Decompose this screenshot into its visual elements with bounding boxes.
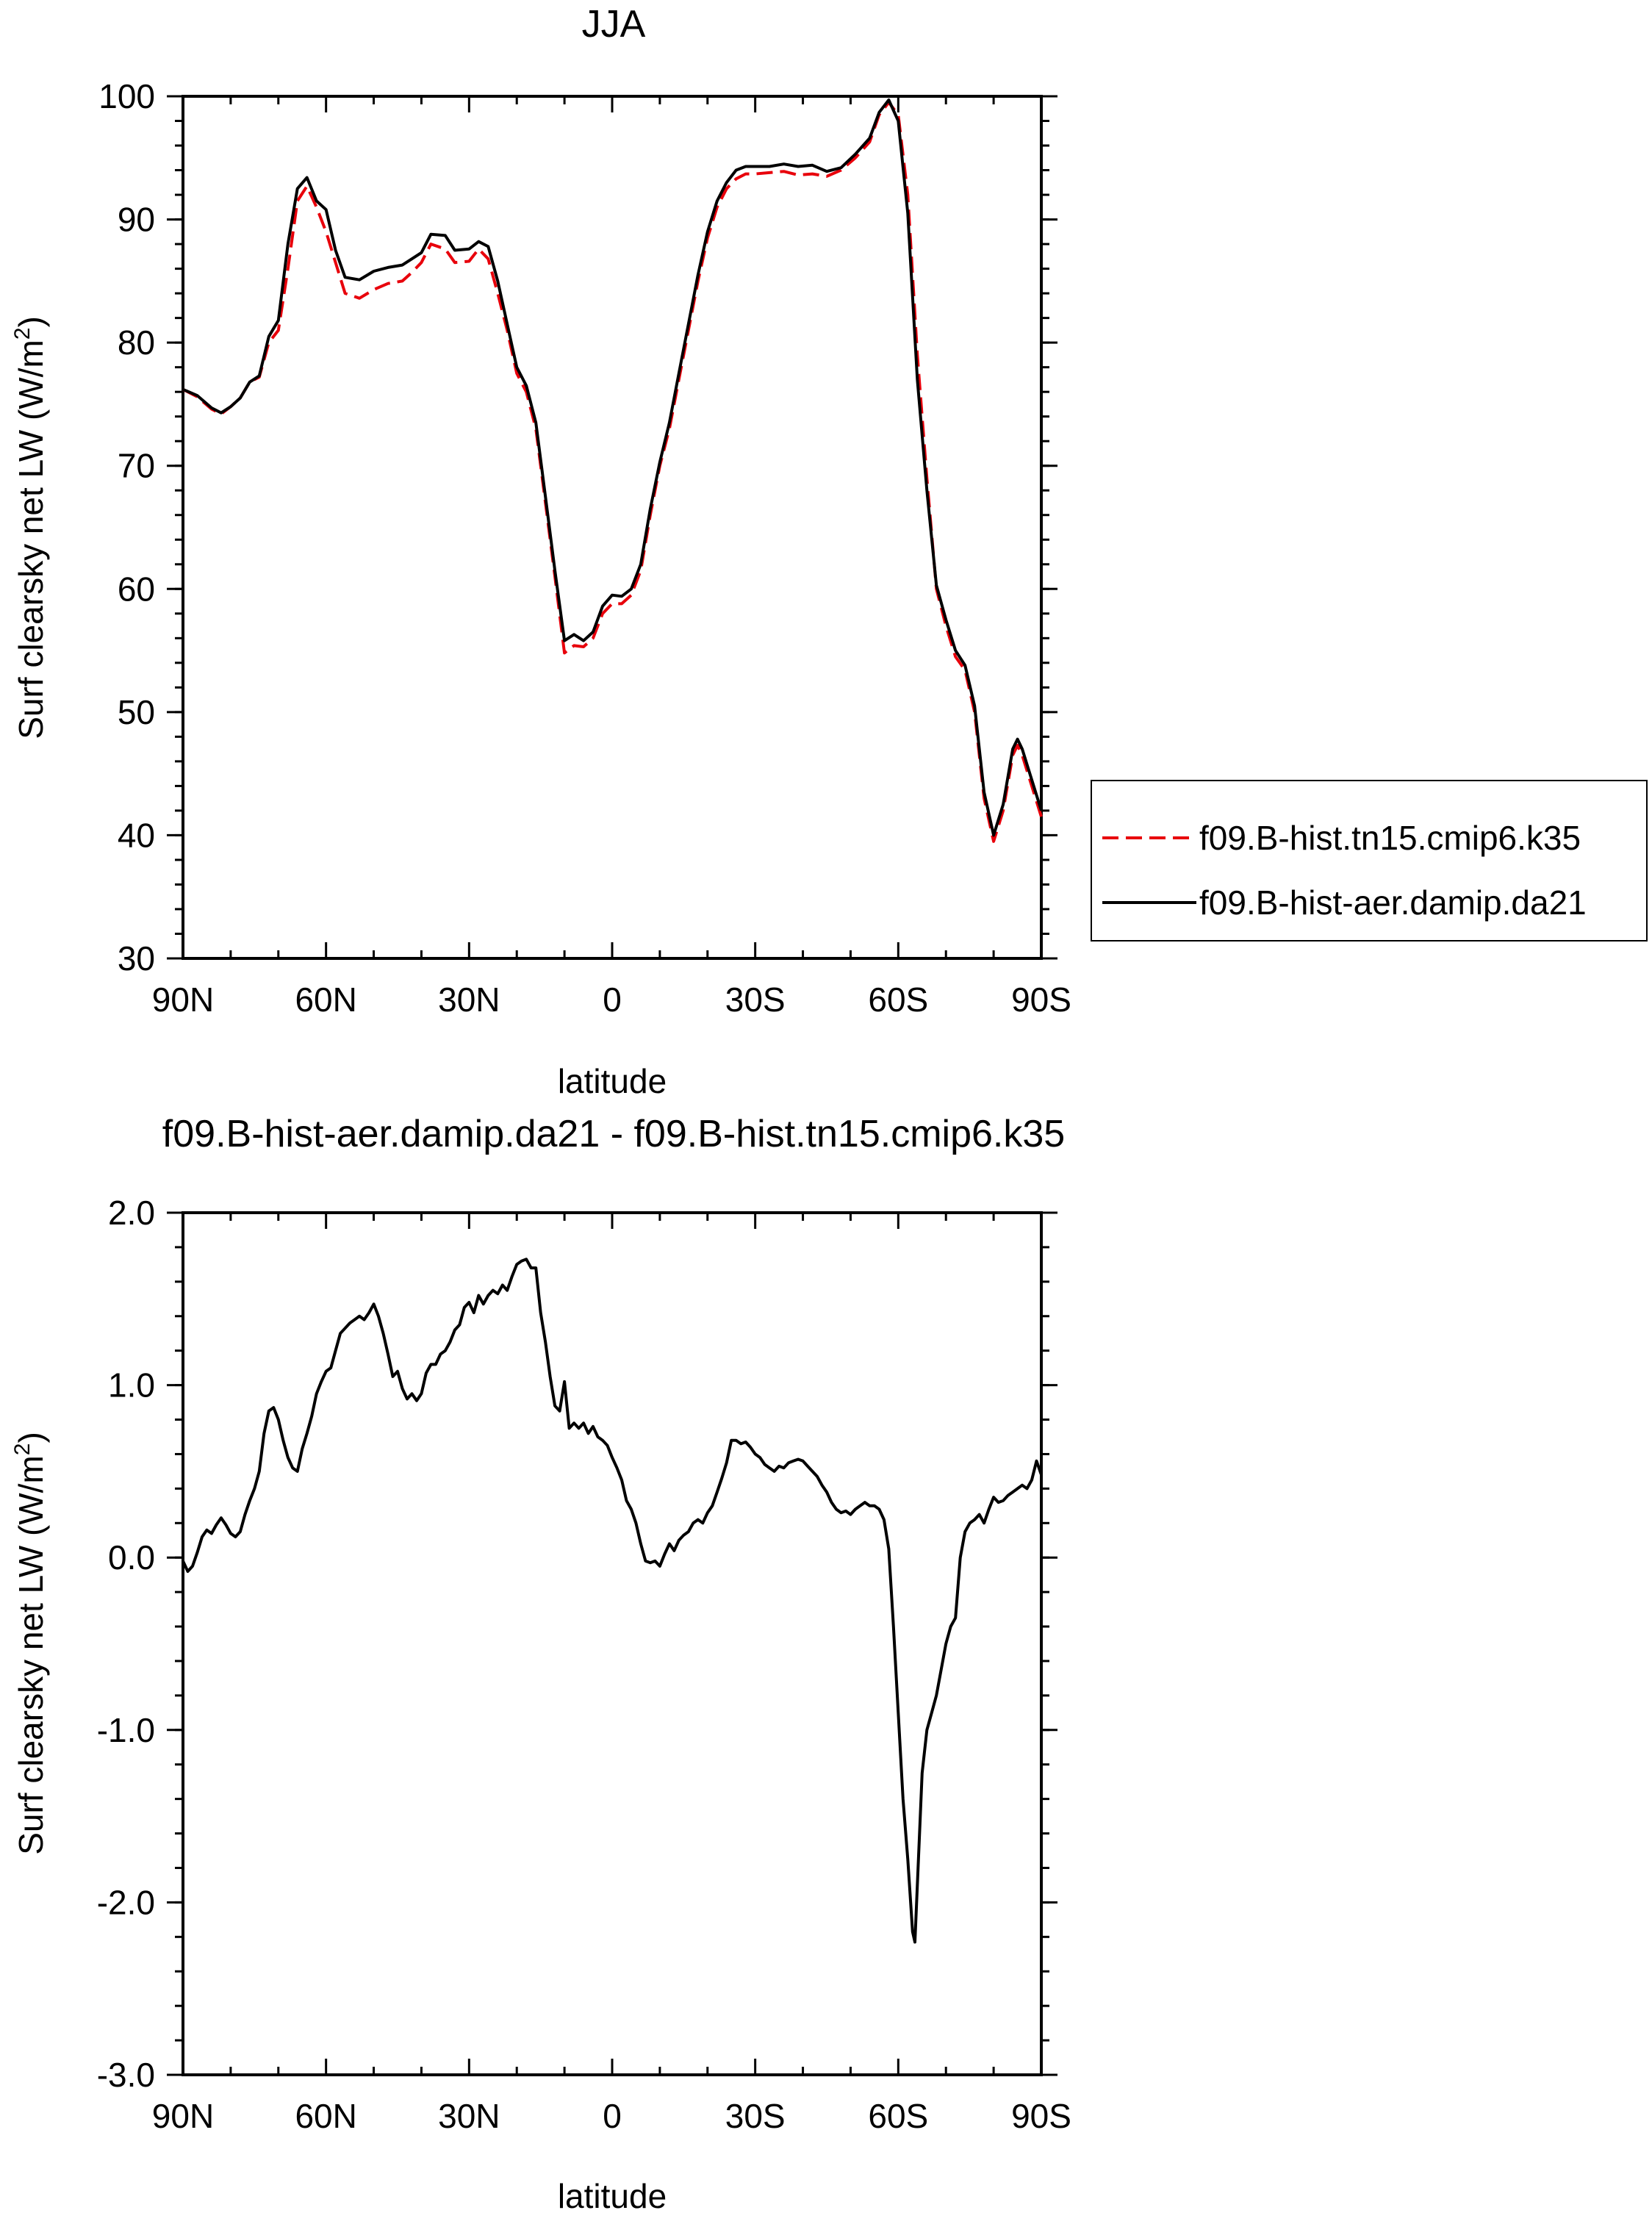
bottom-y-label-superscript: 2 xyxy=(10,1443,35,1456)
bottom-x-tick-label: 60S xyxy=(868,2097,928,2135)
bottom-axis-ticks: 90N 60N 30N 0 30S 60S 90S -3.0 -2.0 -1.0 0.0 1.0 2.0 xyxy=(97,1194,1071,2135)
bottom-x-axis-label: latitude xyxy=(558,2177,667,2213)
top-chart-title: JJA xyxy=(582,3,646,46)
bottom-series-layer xyxy=(182,1258,1043,1944)
legend: f09.B-hist.tn15.cmip6.k35 f09.B-hist-aer… xyxy=(1091,780,1648,941)
bottom-chart-title: f09.B-hist-aer.damip.da21 - f09.B-hist.t… xyxy=(162,1113,1065,1155)
top-x-tick-label: 90S xyxy=(1011,980,1071,1019)
bottom-y-label-close: ) xyxy=(12,1432,50,1443)
legend-label-model-a: f09.B-hist.tn15.cmip6.k35 xyxy=(1199,819,1581,857)
bottom-x-tick-label: 90N xyxy=(152,2097,214,2135)
top-x-tick-label: 90N xyxy=(152,980,214,1019)
bottom-x-tick-label: 90S xyxy=(1011,2097,1071,2135)
bottom-y-tick-label: 1.0 xyxy=(108,1366,155,1405)
top-series-layer xyxy=(182,98,1043,843)
bottom-chart: f09.B-hist-aer.damip.da21 - f09.B-hist.t… xyxy=(10,1113,1071,2213)
top-y-label-close: ) xyxy=(12,316,50,327)
bottom-y-tick-label: -3.0 xyxy=(97,2056,155,2094)
top-x-tick-label: 60S xyxy=(868,980,928,1019)
bottom-plot-frame xyxy=(182,1211,1043,2076)
top-y-tick-label: 100 xyxy=(98,77,155,115)
bottom-x-tick-label: 30N xyxy=(438,2097,500,2135)
top-y-tick-label: 50 xyxy=(118,693,155,731)
bottom-y-tick-label: 2.0 xyxy=(108,1194,155,1232)
top-y-label-superscript: 2 xyxy=(10,328,35,340)
top-plot-frame xyxy=(182,95,1043,960)
top-axis-ticks: 90N 60N 30N 0 30S 60S 90S 30 40 50 60 70 80 90 100 xyxy=(98,77,1071,1019)
top-x-tick-label: 30N xyxy=(438,980,500,1019)
bottom-y-tick-label: -2.0 xyxy=(97,1883,155,1921)
top-x-tick-label: 60N xyxy=(295,980,356,1019)
top-y-tick-label: 70 xyxy=(118,447,155,485)
top-y-axis-label: Surf clearsky net LW (W/m2) xyxy=(10,316,50,739)
bottom-y-tick-label: -1.0 xyxy=(97,1711,155,1749)
top-y-tick-label: 40 xyxy=(118,816,155,854)
legend-label-model-b: f09.B-hist-aer.damip.da21 xyxy=(1199,883,1587,922)
bottom-x-tick-label: 30S xyxy=(725,2097,786,2135)
top-x-tick-label: 0 xyxy=(603,980,622,1019)
top-y-tick-label: 80 xyxy=(118,323,155,362)
top-y-tick-label: 60 xyxy=(118,570,155,608)
top-series-line-0 xyxy=(182,101,1043,843)
top-y-label-main: Surf clearsky net LW (W/m xyxy=(12,340,50,739)
top-series-line-1 xyxy=(182,98,1043,837)
top-y-tick-label: 90 xyxy=(118,201,155,239)
bottom-x-tick-label: 60N xyxy=(295,2097,356,2135)
bottom-y-axis-label: Surf clearsky net LW (W/m2) xyxy=(10,1432,50,1855)
top-chart: JJA 90N 60N 30N 0 30S 60S 90S 30 40 50 60 70 80 90 100… xyxy=(10,3,1648,1100)
top-x-axis-label: latitude xyxy=(558,1062,667,1100)
bottom-y-tick-label: 0.0 xyxy=(108,1538,155,1577)
bottom-y-label-main: Surf clearsky net LW (W/m xyxy=(12,1455,50,1855)
legend-box xyxy=(1091,780,1648,941)
bottom-x-tick-label: 0 xyxy=(603,2097,622,2135)
top-x-tick-label: 30S xyxy=(725,980,786,1019)
top-y-tick-label: 30 xyxy=(118,939,155,978)
bottom-series-line-0 xyxy=(182,1258,1043,1944)
